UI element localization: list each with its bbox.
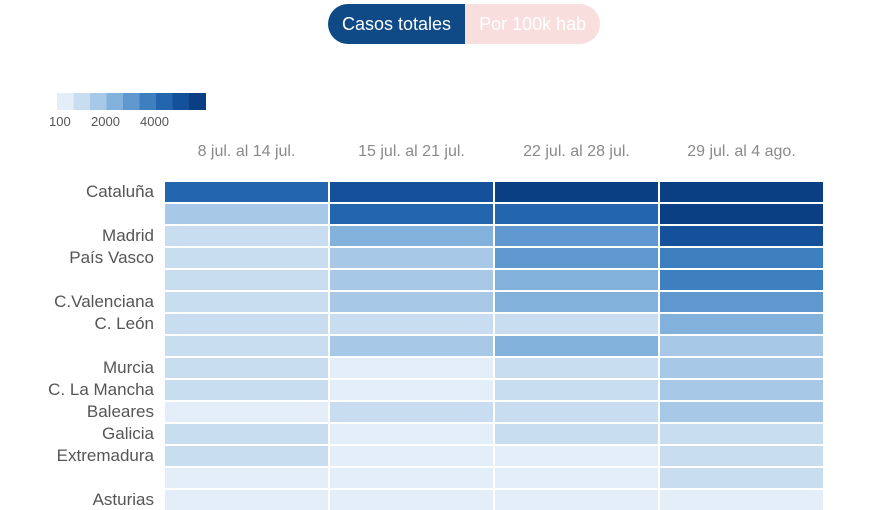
- color-legend: 100 2000 4000: [49, 93, 206, 129]
- heatmap-cell[interactable]: [330, 270, 493, 290]
- heatmap-cell[interactable]: [165, 270, 328, 290]
- row-label: Extremadura: [56, 446, 154, 465]
- heatmap-cell[interactable]: [660, 270, 823, 290]
- heatmap-cell[interactable]: [660, 380, 823, 400]
- legend-swatch: [73, 93, 91, 110]
- legend-swatch: [123, 93, 140, 110]
- row-label: Asturias: [92, 490, 154, 509]
- heatmap-cell[interactable]: [495, 314, 658, 334]
- heatmap-cell[interactable]: [495, 204, 658, 224]
- heatmap-cell[interactable]: [330, 292, 493, 312]
- row-label: C. La Mancha: [48, 380, 154, 399]
- column-header: 22 jul. al 28 jul.: [523, 143, 630, 160]
- heatmap-cell[interactable]: [165, 226, 328, 246]
- heatmap-cell[interactable]: [165, 314, 328, 334]
- heatmap-cell[interactable]: [660, 358, 823, 378]
- legend-swatch: [57, 93, 74, 110]
- column-header: 8 jul. al 14 jul.: [197, 143, 296, 160]
- heatmap-cell[interactable]: [660, 182, 823, 202]
- legend-swatch: [189, 93, 206, 110]
- legend-swatch: [90, 93, 107, 110]
- heatmap-cell[interactable]: [165, 248, 328, 268]
- column-header: 29 jul. al 4 ago.: [687, 143, 796, 160]
- heatmap-cell[interactable]: [495, 468, 658, 488]
- heatmap-cell[interactable]: [660, 226, 823, 246]
- heatmap-cell[interactable]: [165, 424, 328, 444]
- heatmap-cell[interactable]: [330, 402, 493, 422]
- heatmap-cell[interactable]: [165, 182, 328, 202]
- heatmap-cell[interactable]: [660, 424, 823, 444]
- row-label: Madrid: [102, 226, 154, 245]
- heatmap-cell[interactable]: [495, 358, 658, 378]
- heatmap-cell[interactable]: [660, 248, 823, 268]
- row-label: C.Valenciana: [54, 292, 154, 311]
- heatmap-cell[interactable]: [330, 314, 493, 334]
- heatmap-cell[interactable]: [330, 204, 493, 224]
- heatmap-cell[interactable]: [495, 424, 658, 444]
- heatmap-cell[interactable]: [495, 270, 658, 290]
- legend-swatch: [156, 93, 173, 110]
- heatmap-cell[interactable]: [330, 336, 493, 356]
- legend-swatches: [57, 93, 206, 110]
- heatmap-cell[interactable]: [495, 446, 658, 466]
- heatmap-cell[interactable]: [495, 182, 658, 202]
- legend-swatch: [172, 93, 190, 110]
- heatmap-cell[interactable]: [165, 490, 328, 510]
- heatmap-cell[interactable]: [660, 490, 823, 510]
- heatmap-cell[interactable]: [495, 248, 658, 268]
- heatmap-cell[interactable]: [330, 490, 493, 510]
- heatmap-cell[interactable]: [165, 468, 328, 488]
- heatmap-cell[interactable]: [660, 446, 823, 466]
- heatmap-cell[interactable]: [495, 292, 658, 312]
- heatmap-cell[interactable]: [330, 248, 493, 268]
- heatmap-cell[interactable]: [495, 490, 658, 510]
- row-label: Galicia: [102, 424, 154, 443]
- view-toggle: Casos totales Por 100k hab: [328, 4, 601, 44]
- row-label: Baleares: [86, 402, 154, 421]
- heatmap-cell[interactable]: [330, 446, 493, 466]
- column-header: 15 jul. al 21 jul.: [358, 143, 465, 160]
- heatmap-cell[interactable]: [165, 402, 328, 422]
- legend-tick-high: 4000: [140, 114, 169, 129]
- heatmap-cell[interactable]: [330, 182, 493, 202]
- legend-swatch: [139, 93, 157, 110]
- heatmap-cell[interactable]: [495, 336, 658, 356]
- legend-swatch: [106, 93, 124, 110]
- heatmap-cell[interactable]: [660, 314, 823, 334]
- toggle-per-100k[interactable]: Por 100k hab: [465, 4, 601, 44]
- heatmap-cell[interactable]: [495, 402, 658, 422]
- heatmap-cell[interactable]: [330, 424, 493, 444]
- heatmap-cell[interactable]: [660, 468, 823, 488]
- heatmap-cell[interactable]: [660, 336, 823, 356]
- toggle-total-cases[interactable]: Casos totales: [328, 4, 466, 44]
- row-label: País Vasco: [69, 248, 154, 267]
- heatmap-cell[interactable]: [165, 204, 328, 224]
- row-label: Cataluña: [85, 182, 154, 201]
- heatmap-cell[interactable]: [165, 358, 328, 378]
- heatmap-cell[interactable]: [660, 204, 823, 224]
- legend-tick-mid: 2000: [91, 114, 120, 129]
- heatmap-cell[interactable]: [165, 380, 328, 400]
- heatmap-cell[interactable]: [495, 380, 658, 400]
- row-label: Murcia: [102, 358, 154, 377]
- row-label: C. León: [94, 314, 154, 333]
- heatmap-cell[interactable]: [165, 446, 328, 466]
- heatmap-cell[interactable]: [330, 358, 493, 378]
- heatmap-cell[interactable]: [165, 292, 328, 312]
- heatmap-cell[interactable]: [330, 380, 493, 400]
- legend-tick-low: 100: [49, 114, 71, 129]
- heatmap-cell[interactable]: [330, 468, 493, 488]
- heatmap-cell[interactable]: [495, 226, 658, 246]
- heatmap-cell[interactable]: [165, 336, 328, 356]
- heatmap-cell[interactable]: [660, 402, 823, 422]
- heatmap-cell[interactable]: [330, 226, 493, 246]
- heatmap-cell[interactable]: [660, 292, 823, 312]
